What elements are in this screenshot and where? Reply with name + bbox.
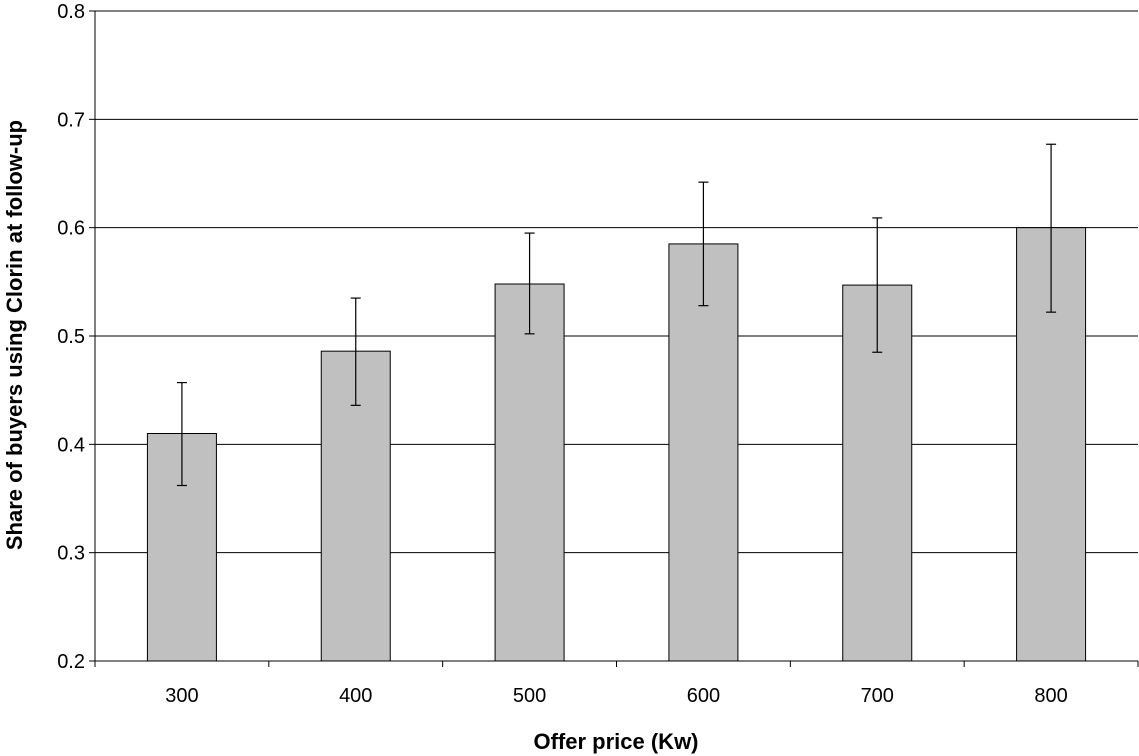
x-tick-label: 800 [1034, 685, 1067, 707]
bar [494, 283, 565, 662]
y-tick-label: 0.6 [57, 218, 85, 240]
x-tick-label: 300 [165, 685, 198, 707]
y-tick-label: 0.5 [57, 326, 85, 348]
x-tick-label: 700 [861, 685, 894, 707]
y-tick-label: 0.3 [57, 543, 85, 565]
error-bars [176, 143, 1057, 487]
axes [89, 10, 1139, 667]
bar [668, 243, 739, 662]
y-tick-label: 0.2 [57, 651, 85, 673]
gridlines [95, 10, 1138, 554]
y-tick-label: 0.8 [57, 1, 85, 23]
x-axis-title: Offer price (Kw) [533, 729, 698, 754]
x-tick-label: 400 [339, 685, 372, 707]
y-axis-title: Share of buyers using Clorin at follow-u… [2, 120, 27, 550]
tick-labels: 0.2 0.3 0.4 0.5 0.6 0.7 0.8 300 400 500 600 700 800 [57, 1, 1068, 707]
y-tick-label: 0.7 [57, 109, 85, 131]
x-tick-label: 500 [513, 685, 546, 707]
y-tick-label: 0.4 [57, 434, 85, 456]
x-tick-label: 600 [687, 685, 720, 707]
